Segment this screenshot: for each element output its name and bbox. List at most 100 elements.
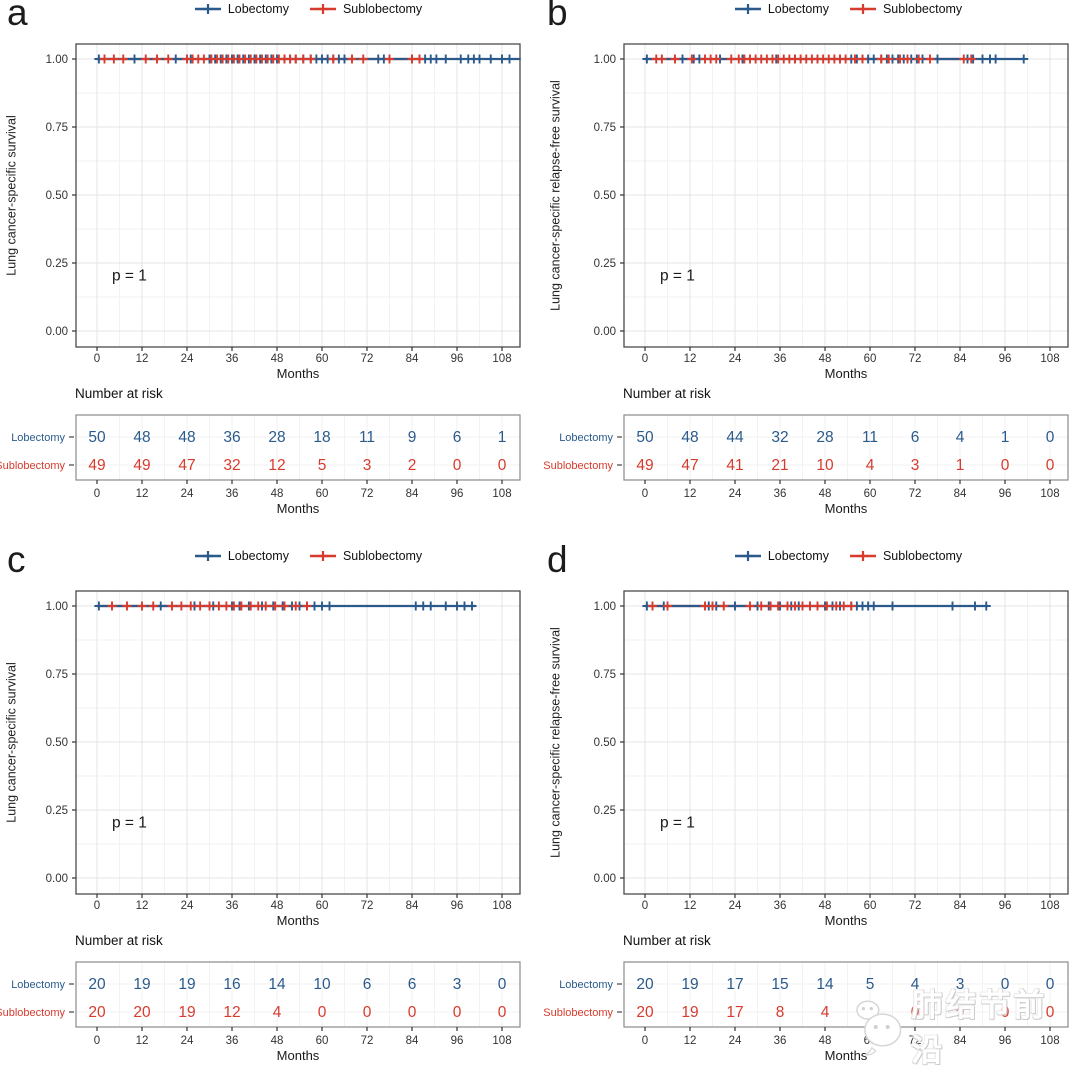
risk-count: 0 <box>363 1004 372 1021</box>
risk-count: 17 <box>726 976 743 993</box>
lobectomy-censor <box>981 601 991 611</box>
lobectomy-censor <box>642 54 652 64</box>
risk-x-tick-label: 96 <box>451 488 464 500</box>
risk-count: 18 <box>313 429 330 446</box>
x-tick-label: 60 <box>864 353 877 365</box>
x-tick-label: 0 <box>94 353 100 365</box>
risk-x-tick-label: 24 <box>729 488 742 500</box>
risk-count: 19 <box>681 1004 698 1021</box>
x-axis-title: Months <box>825 913 868 928</box>
risk-x-tick-label: 24 <box>181 488 194 500</box>
risk-x-tick-label: 108 <box>1040 488 1059 500</box>
legend-label-sublobectomy: Sublobectomy <box>882 2 963 16</box>
risk-x-tick-label: 24 <box>729 1035 742 1047</box>
risk-count: 16 <box>223 976 240 993</box>
x-tick-label: 96 <box>999 353 1012 365</box>
sublobectomy-censor <box>167 601 177 611</box>
y-tick-label: 1.00 <box>594 601 616 613</box>
risk-count: 1 <box>1001 429 1010 446</box>
risk-count: 0 <box>1046 976 1055 993</box>
x-tick-label: 108 <box>492 900 511 912</box>
risk-x-tick-label: 48 <box>819 488 832 500</box>
x-tick-label: 0 <box>94 900 100 912</box>
risk-count: 0 <box>498 976 507 993</box>
risk-count: 6 <box>363 976 372 993</box>
lobectomy-censor <box>94 601 104 611</box>
sublobectomy-censor <box>328 54 338 64</box>
x-tick-label: 60 <box>316 900 329 912</box>
risk-count: 0 <box>1046 457 1055 474</box>
risk-count: 17 <box>726 1004 743 1021</box>
lobectomy-censor <box>486 54 496 64</box>
y-tick-label: 1.00 <box>46 601 68 613</box>
legend-label-lobectomy: Lobectomy <box>227 549 289 563</box>
risk-count: 32 <box>223 457 240 474</box>
x-tick-label: 48 <box>271 353 284 365</box>
x-tick-label: 12 <box>684 353 697 365</box>
sublobectomy-censor <box>708 601 717 611</box>
risk-count: 1 <box>956 457 965 474</box>
risk-x-tick-label: 108 <box>492 1035 511 1047</box>
risk-row-label: Sublobectomy <box>543 1007 613 1019</box>
sublobectomy-censor <box>195 601 205 611</box>
risk-count: 0 <box>498 457 507 474</box>
risk-count: 6 <box>911 429 920 446</box>
legend-label-lobectomy: Lobectomy <box>227 2 289 16</box>
risk-count: 0 <box>453 1004 462 1021</box>
y-axis-title: Lung cancer-specific survival <box>4 115 19 276</box>
x-tick-label: 24 <box>729 900 742 912</box>
lobectomy-censor <box>970 601 980 611</box>
risk-count: 9 <box>408 429 417 446</box>
sublobectomy-censor <box>822 601 832 611</box>
legend: Lobectomy Sublobectomy <box>96 2 520 16</box>
risk-count: 12 <box>223 1004 240 1021</box>
x-tick-label: 12 <box>136 353 149 365</box>
x-tick-label: 72 <box>909 353 922 365</box>
x-tick-label: 36 <box>774 353 787 365</box>
x-tick-label: 12 <box>684 900 697 912</box>
risk-count: 0 <box>866 1004 875 1021</box>
risk-x-tick-label: 96 <box>999 1035 1012 1047</box>
risk-x-tick-label: 72 <box>361 1035 374 1047</box>
y-tick-label: 0.75 <box>46 122 68 134</box>
sublobectomy-censor <box>903 54 912 64</box>
risk-x-tick-label: 0 <box>642 1035 648 1047</box>
sublobectomy-censor <box>663 601 672 611</box>
risk-table-border <box>75 961 521 1028</box>
risk-x-tick-label: 48 <box>819 1035 832 1047</box>
risk-count: 4 <box>866 457 875 474</box>
x-tick-label: 48 <box>271 900 284 912</box>
sublobectomy-censor <box>302 601 312 611</box>
risk-table-title: Number at risk <box>623 933 711 948</box>
risk-count: 1 <box>498 429 507 446</box>
legend-item-lobectomy: Lobectomy <box>194 2 289 16</box>
x-axis-title: Months <box>277 913 320 928</box>
risk-count: 4 <box>821 1004 830 1021</box>
lobectomy-key-icon <box>734 551 761 561</box>
sublobectomy-censor <box>270 601 280 611</box>
risk-count: 0 <box>1001 976 1010 993</box>
x-axis-title: Months <box>277 366 320 381</box>
sublobectomy-censor <box>756 601 766 611</box>
risk-x-tick-label: 48 <box>271 488 284 500</box>
lobectomy-key-icon <box>194 4 221 14</box>
sublobectomy-censor <box>841 54 851 64</box>
risk-x-tick-label: 36 <box>226 488 239 500</box>
legend: Lobectomy Sublobectomy <box>636 549 1060 563</box>
risk-count: 15 <box>771 976 788 993</box>
risk-count: 0 <box>318 1004 327 1021</box>
risk-x-tick-label: 72 <box>909 488 922 500</box>
x-tick-label: 108 <box>1040 353 1059 365</box>
risk-x-tick-label: 60 <box>864 488 877 500</box>
risk-count: 20 <box>636 1004 654 1021</box>
sublobectomy-censor <box>670 54 680 64</box>
y-axis-title: Lung cancer-specific relapse-free surviv… <box>548 627 563 858</box>
panel-c: 1.00 0.75 0.50 0.25 0.00 0 12 24 36 48 60 72 84 96 108… <box>0 539 540 1079</box>
panel-letter: d <box>547 539 568 580</box>
legend-item-lobectomy: Lobectomy <box>194 549 289 563</box>
legend-item-sublobectomy: Sublobectomy <box>309 549 422 563</box>
risk-row-label: Sublobectomy <box>0 460 65 472</box>
y-tick-label: 0.50 <box>46 190 68 202</box>
risk-x-tick-label: 12 <box>684 1035 697 1047</box>
risk-count: 5 <box>866 976 875 993</box>
